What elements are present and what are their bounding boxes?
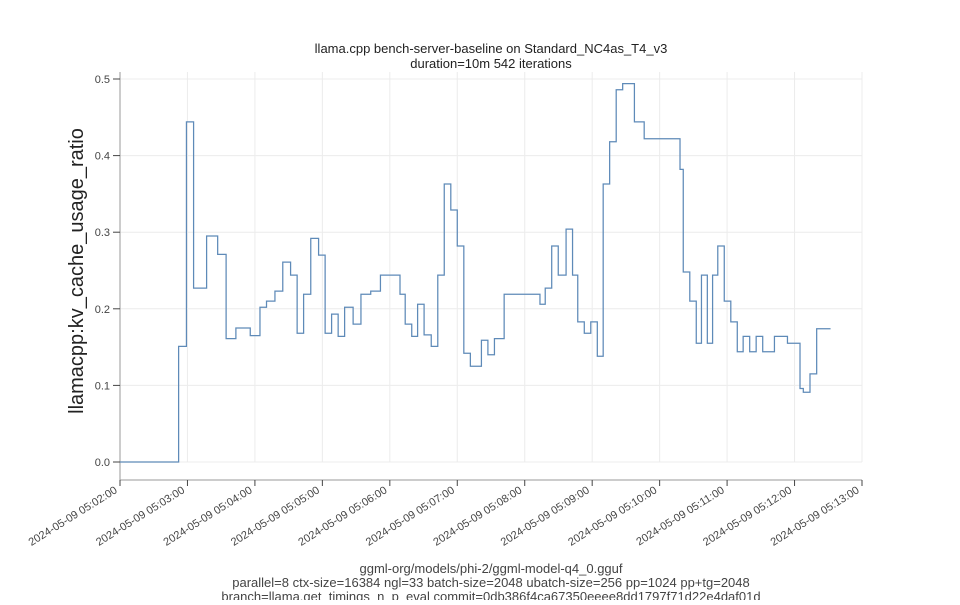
svg-text:0.0: 0.0 [95, 457, 110, 469]
svg-text:0.5: 0.5 [95, 74, 110, 86]
svg-text:llama.cpp bench-server-baselin: llama.cpp bench-server-baseline on Stand… [315, 41, 668, 56]
svg-text:llamacpp:kv_cache_usage_ratio: llamacpp:kv_cache_usage_ratio [66, 128, 88, 414]
svg-text:0.3: 0.3 [95, 227, 110, 239]
svg-text:0.2: 0.2 [95, 304, 110, 316]
svg-text:branch=llama.get_timings_n_p_e: branch=llama.get_timings_n_p_eval commit… [221, 589, 760, 600]
svg-text:ggml-org/models/phi-2/ggml-mod: ggml-org/models/phi-2/ggml-model-q4_0.gg… [359, 561, 622, 576]
svg-text:0.1: 0.1 [95, 380, 110, 392]
svg-text:duration=10m 542 iterations: duration=10m 542 iterations [410, 56, 572, 71]
svg-text:0.4: 0.4 [95, 151, 110, 163]
svg-text:parallel=8 ctx-size=16384 ngl=: parallel=8 ctx-size=16384 ngl=33 batch-s… [232, 575, 750, 590]
